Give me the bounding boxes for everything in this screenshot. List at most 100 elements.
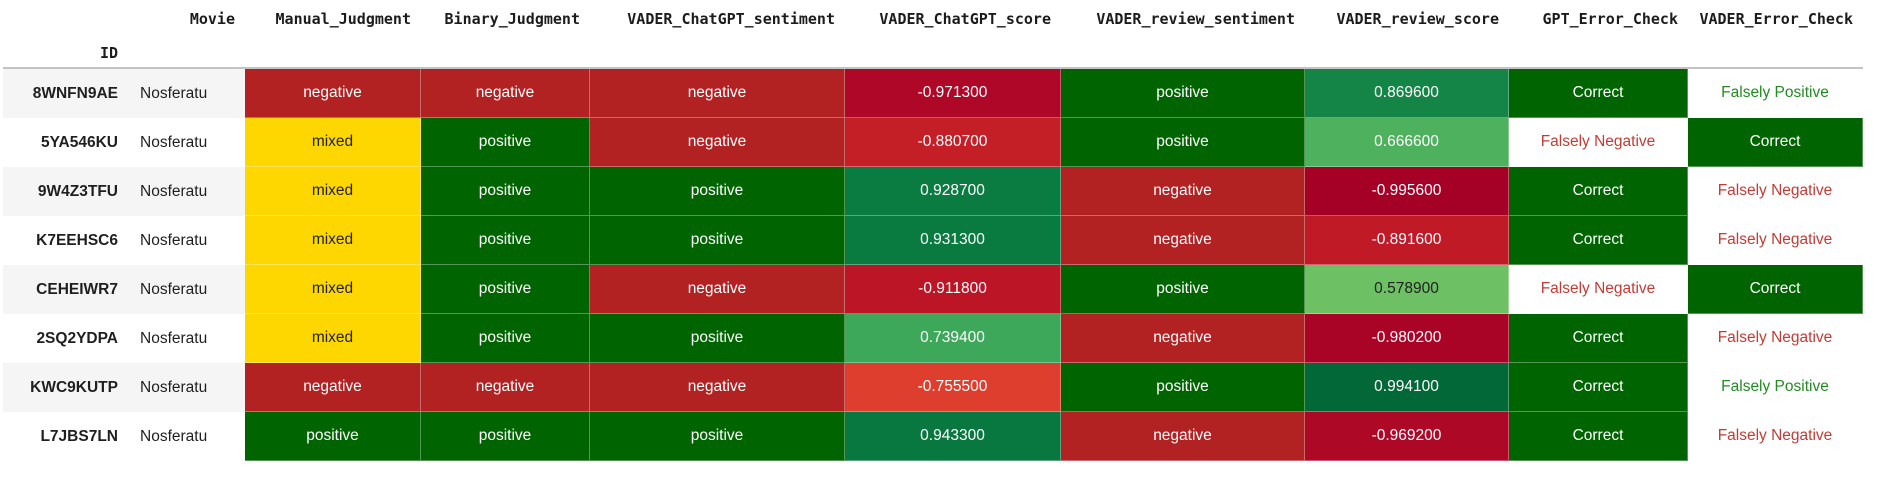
cell-manual-judgment: mixed [245, 216, 421, 265]
column-header-movie: Movie [128, 0, 245, 38]
cell-vader-error-check: Falsely Negative [1688, 167, 1863, 216]
cell-binary-judgment: positive [421, 412, 590, 461]
row-index-cell: CEHEIWR7 [3, 265, 128, 314]
index-row-blank-cell [1509, 38, 1688, 69]
cell-gpt-error-check: Correct [1509, 314, 1688, 363]
index-name-row: ID [3, 38, 1863, 69]
cell-vader-chatgpt-sentiment: positive [590, 167, 845, 216]
column-header-row: Movie Manual_Judgment Binary_Judgment VADER… [3, 0, 1863, 38]
cell-vader-error-check: Falsely Negative [1688, 314, 1863, 363]
cell-vader-review-score: -0.969200 [1305, 412, 1509, 461]
dataframe-header: Movie Manual_Judgment Binary_Judgment VADER… [3, 0, 1863, 69]
column-header-vader-review-sentiment: VADER_review_sentiment [1061, 0, 1305, 38]
index-row-blank-cell [590, 38, 845, 69]
table-row: CEHEIWR7 Nosferatu mixed positive negative -0… [3, 265, 1863, 314]
cell-gpt-error-check: Correct [1509, 216, 1688, 265]
cell-vader-chatgpt-sentiment: positive [590, 314, 845, 363]
cell-vader-review-sentiment: negative [1061, 412, 1305, 461]
cell-movie: Nosferatu [128, 412, 245, 461]
cell-vader-chatgpt-score: -0.911800 [845, 265, 1061, 314]
cell-vader-error-check: Falsely Positive [1688, 363, 1863, 412]
cell-manual-judgment: negative [245, 363, 421, 412]
index-row-blank-cell [421, 38, 590, 69]
table-row: K7EEHSC6 Nosferatu mixed positive positive 0.… [3, 216, 1863, 265]
cell-vader-review-sentiment: positive [1061, 265, 1305, 314]
cell-vader-chatgpt-score: 0.943300 [845, 412, 1061, 461]
cell-vader-review-score: 0.578900 [1305, 265, 1509, 314]
cell-binary-judgment: positive [421, 216, 590, 265]
index-row-blank-cell [1061, 38, 1305, 69]
cell-vader-review-sentiment: positive [1061, 69, 1305, 118]
cell-vader-chatgpt-sentiment: positive [590, 216, 845, 265]
index-row-blank-cell [128, 38, 245, 69]
cell-manual-judgment: mixed [245, 314, 421, 363]
cell-gpt-error-check: Correct [1509, 363, 1688, 412]
column-header-gpt-error-check: GPT_Error_Check [1509, 0, 1688, 38]
cell-vader-chatgpt-score: 0.931300 [845, 216, 1061, 265]
cell-binary-judgment: positive [421, 314, 590, 363]
cell-vader-review-sentiment: negative [1061, 216, 1305, 265]
row-index-cell: KWC9KUTP [3, 363, 128, 412]
row-index-cell: 2SQ2YDPA [3, 314, 128, 363]
cell-vader-chatgpt-sentiment: negative [590, 363, 845, 412]
cell-movie: Nosferatu [128, 118, 245, 167]
sentiment-dataframe: Movie Manual_Judgment Binary_Judgment VADER… [3, 0, 1863, 461]
index-row-blank-cell [1305, 38, 1509, 69]
cell-vader-chatgpt-sentiment: negative [590, 265, 845, 314]
cell-binary-judgment: positive [421, 118, 590, 167]
index-name-label: ID [3, 38, 128, 69]
cell-vader-review-score: 0.666600 [1305, 118, 1509, 167]
column-header-vader-chatgpt-score: VADER_ChatGPT_score [845, 0, 1061, 38]
cell-vader-review-sentiment: positive [1061, 363, 1305, 412]
cell-movie: Nosferatu [128, 167, 245, 216]
column-header-manual-judgment: Manual_Judgment [245, 0, 421, 38]
index-row-blank-cell [245, 38, 421, 69]
column-header-vader-chatgpt-sentiment: VADER_ChatGPT_sentiment [590, 0, 845, 38]
cell-vader-chatgpt-score: -0.880700 [845, 118, 1061, 167]
cell-binary-judgment: negative [421, 363, 590, 412]
cell-vader-error-check: Falsely Negative [1688, 412, 1863, 461]
cell-movie: Nosferatu [128, 265, 245, 314]
row-index-cell: L7JBS7LN [3, 412, 128, 461]
cell-vader-chatgpt-sentiment: positive [590, 412, 845, 461]
cell-vader-error-check: Falsely Positive [1688, 69, 1863, 118]
cell-vader-chatgpt-score: 0.739400 [845, 314, 1061, 363]
row-index-cell: K7EEHSC6 [3, 216, 128, 265]
cell-vader-review-score: -0.980200 [1305, 314, 1509, 363]
corner-blank-cell [3, 0, 128, 38]
row-index-cell: 9W4Z3TFU [3, 167, 128, 216]
table-row: L7JBS7LN Nosferatu positive positive positiv… [3, 412, 1863, 461]
cell-movie: Nosferatu [128, 363, 245, 412]
cell-movie: Nosferatu [128, 69, 245, 118]
table-row: 5YA546KU Nosferatu mixed positive negative -0… [3, 118, 1863, 167]
cell-vader-error-check: Correct [1688, 265, 1863, 314]
column-header-vader-error-check: VADER_Error_Check [1688, 0, 1863, 38]
cell-manual-judgment: mixed [245, 167, 421, 216]
cell-gpt-error-check: Correct [1509, 167, 1688, 216]
dataframe-body: 8WNFN9AE Nosferatu negative negative negativ… [3, 69, 1863, 461]
table-row: 8WNFN9AE Nosferatu negative negative negativ… [3, 69, 1863, 118]
cell-manual-judgment: mixed [245, 118, 421, 167]
cell-binary-judgment: positive [421, 167, 590, 216]
row-index-cell: 8WNFN9AE [3, 69, 128, 118]
cell-binary-judgment: positive [421, 265, 590, 314]
index-row-blank-cell [1688, 38, 1863, 69]
table-row: 2SQ2YDPA Nosferatu mixed positive positive 0.… [3, 314, 1863, 363]
table-row: 9W4Z3TFU Nosferatu mixed positive positive 0.… [3, 167, 1863, 216]
row-index-cell: 5YA546KU [3, 118, 128, 167]
cell-manual-judgment: mixed [245, 265, 421, 314]
cell-vader-chatgpt-sentiment: negative [590, 118, 845, 167]
cell-gpt-error-check: Correct [1509, 412, 1688, 461]
cell-vader-chatgpt-score: -0.971300 [845, 69, 1061, 118]
cell-vader-review-score: 0.869600 [1305, 69, 1509, 118]
cell-vader-review-score: -0.995600 [1305, 167, 1509, 216]
cell-vader-review-score: 0.994100 [1305, 363, 1509, 412]
cell-vader-error-check: Correct [1688, 118, 1863, 167]
column-header-vader-review-score: VADER_review_score [1305, 0, 1509, 38]
cell-vader-review-sentiment: positive [1061, 118, 1305, 167]
cell-vader-chatgpt-score: 0.928700 [845, 167, 1061, 216]
cell-gpt-error-check: Falsely Negative [1509, 265, 1688, 314]
table-row: KWC9KUTP Nosferatu negative negative negativ… [3, 363, 1863, 412]
cell-gpt-error-check: Correct [1509, 69, 1688, 118]
